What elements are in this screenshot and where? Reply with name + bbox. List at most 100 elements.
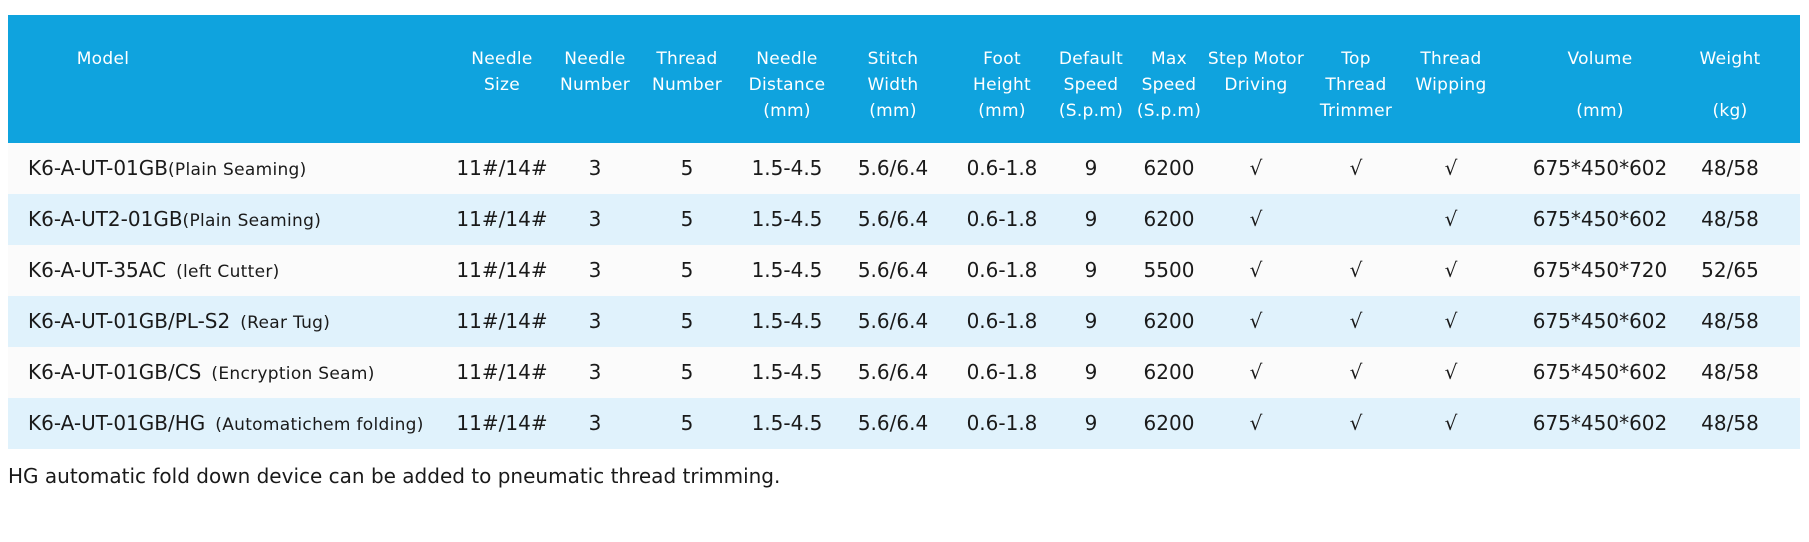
header-stitch-width-line: Width xyxy=(867,75,919,95)
header-foot-height: Foot Height (mm) xyxy=(952,46,1052,124)
cell-thread-number: 5 xyxy=(680,207,694,231)
cell-thread-wipping: √ xyxy=(1444,156,1458,180)
cell-default-speed: 9 xyxy=(1084,207,1098,231)
header-stitch-width-line: (mm) xyxy=(869,101,917,121)
header-needle-distance-line: (mm) xyxy=(763,101,811,121)
model-note: (left Cutter) xyxy=(176,262,280,282)
header-thread-number-line: Number xyxy=(651,75,723,95)
cell-model: K6-A-UT-35AC (left Cutter) xyxy=(28,245,448,296)
cell-model: K6-A-UT-01GB/CS (Encryption Seam) xyxy=(28,347,448,398)
cell-thread-wipping: √ xyxy=(1444,309,1458,333)
table-body: K6-A-UT-01GB(Plain Seaming) 11#/14# 3 5 1.5-… xyxy=(8,143,1800,449)
cell-volume: 675*450*602 xyxy=(1532,411,1668,435)
cell-needle-size: 11#/14# xyxy=(456,207,548,231)
cell-volume: 675*450*720 xyxy=(1532,258,1668,282)
header-top-thread-trimmer: Top Thread Trimmer xyxy=(1312,46,1400,124)
cell-top-thread-trimmer: √ xyxy=(1349,411,1363,435)
cell-top-thread-trimmer: √ xyxy=(1349,309,1363,333)
table-row: K6-A-UT-01GB(Plain Seaming) 11#/14# 3 5 1.5-… xyxy=(8,143,1800,194)
header-volume-line: (mm) xyxy=(1576,101,1624,121)
cell-needle-size: 11#/14# xyxy=(456,309,548,333)
table-row: K6-A-UT-35AC (left Cutter) 11#/14# 3 5 1.5-4… xyxy=(8,245,1800,296)
header-step-motor-driving-line: Driving xyxy=(1224,75,1288,95)
cell-needle-number: 3 xyxy=(588,411,602,435)
header-max-speed: Max Speed (S.p.m) xyxy=(1133,46,1205,124)
header-max-speed-line: (S.p.m) xyxy=(1136,101,1202,121)
header-default-speed: Default Speed (S.p.m) xyxy=(1049,46,1133,124)
cell-top-thread-trimmer: √ xyxy=(1349,258,1363,282)
header-max-speed-line: Speed xyxy=(1141,75,1197,95)
header-weight-line: (kg) xyxy=(1712,101,1748,121)
cell-thread-number: 5 xyxy=(680,411,694,435)
cell-thread-wipping: √ xyxy=(1444,360,1458,384)
header-volume-line xyxy=(1511,72,1689,98)
cell-model: K6-A-UT2-01GB(Plain Seaming) xyxy=(28,194,448,245)
cell-needle-distance: 1.5-4.5 xyxy=(751,207,823,231)
model-note: (Automatichem folding) xyxy=(215,415,424,435)
header-top-thread-trimmer-line: Top xyxy=(1341,49,1371,69)
cell-foot-height: 0.6-1.8 xyxy=(966,411,1038,435)
cell-max-speed: 6200 xyxy=(1143,207,1195,231)
header-volume-line: Volume xyxy=(1567,49,1633,69)
header-needle-number-line: Number xyxy=(559,75,631,95)
header-default-speed-line: (S.p.m) xyxy=(1058,101,1124,121)
table-row: K6-A-UT2-01GB(Plain Seaming) 11#/14# 3 5 1.5… xyxy=(8,194,1800,245)
cell-max-speed: 6200 xyxy=(1143,156,1195,180)
cell-step-motor-driving: √ xyxy=(1249,156,1263,180)
cell-thread-wipping: √ xyxy=(1444,207,1458,231)
header-needle-size-line: Needle xyxy=(471,49,533,69)
cell-foot-height: 0.6-1.8 xyxy=(966,258,1038,282)
model-name: K6-A-UT-01GB/PL-S2 xyxy=(28,309,231,333)
header-thread-wipping-line: Wipping xyxy=(1415,75,1487,95)
model-name: K6-A-UT-35AC xyxy=(28,258,167,282)
model-note: (Encryption Seam) xyxy=(211,364,375,384)
cell-needle-distance: 1.5-4.5 xyxy=(751,360,823,384)
cell-needle-size: 11#/14# xyxy=(456,411,548,435)
cell-top-thread-trimmer: √ xyxy=(1349,360,1363,384)
cell-stitch-width: 5.6/6.4 xyxy=(857,207,929,231)
model-name: K6-A-UT-01GB xyxy=(28,156,168,180)
model-note: (Rear Tug) xyxy=(240,313,331,333)
cell-step-motor-driving: √ xyxy=(1249,258,1263,282)
cell-foot-height: 0.6-1.8 xyxy=(966,360,1038,384)
cell-foot-height: 0.6-1.8 xyxy=(966,156,1038,180)
cell-step-motor-driving: √ xyxy=(1249,360,1263,384)
cell-needle-distance: 1.5-4.5 xyxy=(751,411,823,435)
header-needle-number-line: Needle xyxy=(564,49,626,69)
cell-needle-size: 11#/14# xyxy=(456,156,548,180)
cell-default-speed: 9 xyxy=(1084,411,1098,435)
cell-thread-wipping: √ xyxy=(1444,411,1458,435)
header-stitch-width-line: Stitch xyxy=(867,49,919,69)
cell-model: K6-A-UT-01GB/HG (Automatichem folding) xyxy=(28,398,448,449)
header-needle-distance-line: Distance xyxy=(748,75,826,95)
header-foot-height-line: Height xyxy=(973,75,1031,95)
table-row: K6-A-UT-01GB/HG (Automatichem folding) 11… xyxy=(8,398,1800,449)
header-thread-number-line: Thread xyxy=(656,49,718,69)
cell-needle-number: 3 xyxy=(588,309,602,333)
header-foot-height-line: Foot xyxy=(983,49,1021,69)
cell-volume: 675*450*602 xyxy=(1532,156,1668,180)
header-thread-number: Thread Number xyxy=(644,46,730,98)
cell-top-thread-trimmer: √ xyxy=(1349,156,1363,180)
header-needle-size-line: Size xyxy=(483,75,521,95)
table-row: K6-A-UT-01GB/PL-S2 (Rear Tug) 11#/14# 3 5 1.… xyxy=(8,296,1800,347)
cell-stitch-width: 5.6/6.4 xyxy=(857,156,929,180)
cell-default-speed: 9 xyxy=(1084,309,1098,333)
header-needle-size: Needle Size xyxy=(444,46,560,98)
cell-needle-size: 11#/14# xyxy=(456,360,548,384)
cell-top-thread-trimmer xyxy=(1312,194,1400,245)
header-model: Model xyxy=(58,46,148,72)
cell-step-motor-driving: √ xyxy=(1249,411,1263,435)
cell-max-speed: 5500 xyxy=(1143,258,1195,282)
cell-max-speed: 6200 xyxy=(1143,309,1195,333)
table-row: K6-A-UT-01GB/CS (Encryption Seam) 11#/14#… xyxy=(8,347,1800,398)
header-step-motor-driving: Step Motor Driving xyxy=(1206,46,1306,98)
header-step-motor-driving-line: Step Motor xyxy=(1207,49,1305,69)
header-model-line: Model xyxy=(76,49,130,69)
header-default-speed-line: Speed xyxy=(1063,75,1119,95)
header-top-thread-trimmer-line: Thread xyxy=(1325,75,1387,95)
header-weight-line: Weight xyxy=(1699,49,1761,69)
model-name: K6-A-UT-01GB/HG xyxy=(28,411,206,435)
spec-table: Model Needle Size Needle Number Thread Number N… xyxy=(8,15,1800,449)
cell-volume: 675*450*602 xyxy=(1532,309,1668,333)
